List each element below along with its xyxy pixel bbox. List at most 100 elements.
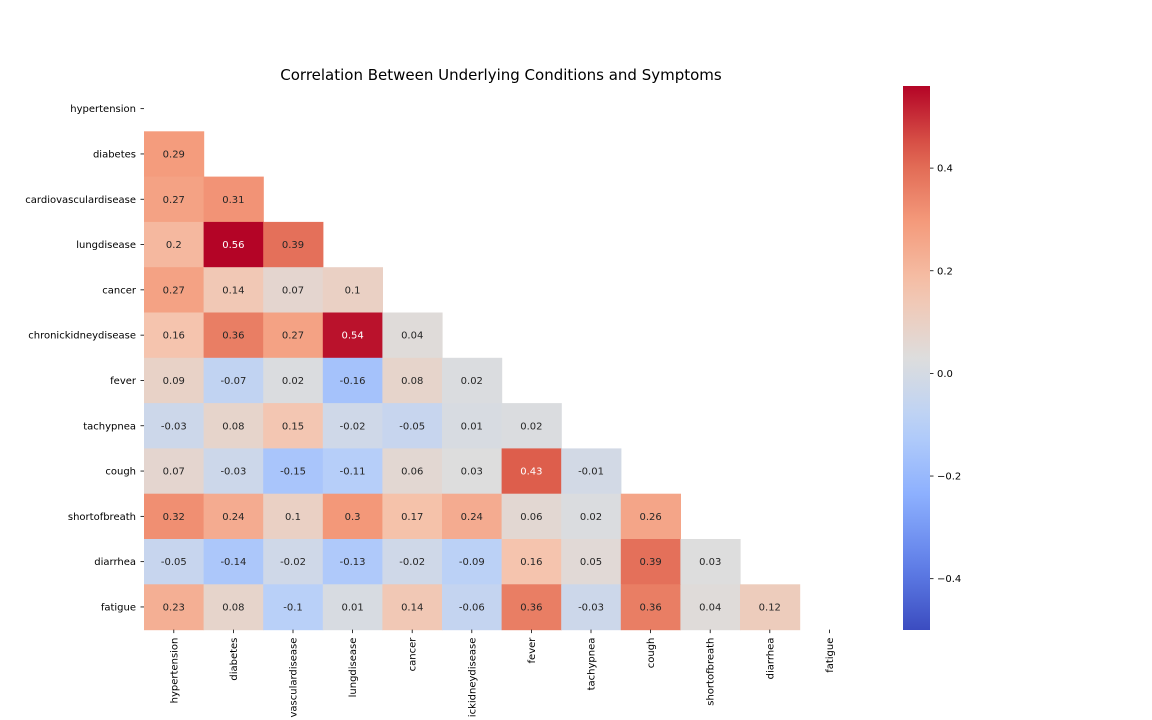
heatmap-cell	[442, 448, 503, 495]
cell-value-label: 0.02	[580, 512, 602, 523]
cell-value-label: -0.03	[161, 421, 187, 432]
heatmap-cell	[680, 539, 741, 585]
heatmap-cell	[144, 312, 205, 359]
cell-value-label: 0.08	[222, 602, 244, 613]
cell-value-label: 0.16	[163, 331, 185, 342]
cell-value-label: 0.12	[759, 602, 781, 613]
heatmap-cell	[322, 312, 383, 359]
cell-value-label: 0.2	[166, 240, 182, 251]
cell-value-label: 0.36	[639, 602, 661, 613]
heatmap-cell	[382, 539, 443, 585]
x-tick-label: diabetes	[229, 638, 240, 681]
colorbar-gradient	[903, 86, 930, 630]
heatmap-cell	[203, 448, 264, 495]
cell-value-label: 0.14	[401, 602, 423, 613]
heatmap-cell	[322, 357, 383, 404]
heatmap-cell	[501, 403, 562, 449]
y-tick-label: diarrhea	[94, 557, 136, 568]
chart-title: Correlation Between Underlying Condition…	[280, 66, 722, 84]
colorbar-tick-label: 0.4	[937, 164, 953, 175]
heatmap-cell	[442, 539, 503, 585]
cell-value-label: 0.36	[222, 331, 244, 342]
cell-value-label: -0.13	[340, 557, 366, 568]
heatmap-cell	[144, 131, 205, 178]
x-tick-label: fatigue	[825, 638, 836, 673]
heatmap-cell	[382, 357, 443, 404]
y-axis-labels: hypertension diabetes cardiovasculardiseas…	[25, 104, 144, 613]
cell-value-label: 0.08	[401, 376, 423, 387]
colorbar-tick-label: −0.4	[937, 574, 961, 585]
heatmap-cell	[203, 584, 264, 631]
heatmap-cell	[382, 584, 443, 631]
heatmap-cell	[382, 403, 443, 449]
cell-value-label: -0.1	[283, 602, 303, 613]
cell-value-label: -0.05	[399, 421, 425, 432]
cell-value-label: 0.09	[163, 376, 185, 387]
cell-value-label: 0.01	[461, 421, 483, 432]
heatmap-cell	[203, 267, 264, 314]
cell-value-label: 0.02	[520, 421, 542, 432]
heatmap-cell	[263, 584, 324, 631]
cell-value-label: 0.03	[461, 467, 483, 478]
cell-value-label: 0.23	[163, 602, 185, 613]
heatmap-cell	[144, 176, 205, 223]
cell-value-label: 0.26	[639, 512, 661, 523]
x-tick-label: cancer	[408, 637, 419, 672]
cell-value-label: 0.08	[222, 421, 244, 432]
cell-value-label: 0.14	[222, 285, 244, 296]
cell-value-label: 0.32	[163, 512, 185, 523]
cell-value-label: 0.04	[699, 602, 721, 613]
y-tick-label: chronickidneydisease	[28, 331, 136, 342]
colorbar-tick-label: 0.0	[937, 369, 953, 380]
cell-value-label: 0.39	[282, 240, 304, 251]
cell-value-label: -0.15	[280, 467, 306, 478]
cell-value-label: 0.27	[163, 195, 185, 206]
y-tick-label: tachypnea	[83, 421, 136, 432]
x-tick-label: hypertension	[169, 638, 180, 704]
heatmap-cell	[263, 448, 324, 495]
heatmap-cell	[740, 584, 801, 631]
y-tick-label: lungdisease	[76, 240, 136, 251]
colorbar-tick-label: −0.2	[937, 472, 961, 483]
heatmap-cell	[203, 403, 264, 449]
x-tick-label: ickidneydisease	[467, 638, 478, 718]
cell-value-label: 0.31	[222, 195, 244, 206]
y-tick-label: hypertension	[70, 104, 136, 115]
cell-value-label: -0.06	[459, 602, 485, 613]
cell-value-label: 0.1	[345, 285, 361, 296]
heatmap-cell	[501, 493, 562, 540]
colorbar-tick-label: 0.2	[937, 266, 953, 277]
cell-value-label: -0.05	[161, 557, 187, 568]
heatmap-cell	[263, 357, 324, 404]
heatmap-cell	[322, 539, 383, 585]
heatmap-cell	[680, 584, 741, 631]
x-axis-labels: hypertension diabetes vasculardisease lungd…	[169, 629, 836, 718]
y-tick-label: cough	[105, 467, 136, 478]
heatmap-cell	[501, 448, 562, 495]
x-tick-label: vasculardisease	[289, 638, 300, 718]
cell-value-label: 0.04	[401, 331, 423, 342]
x-tick-label: shortofbreath	[706, 638, 717, 706]
cell-value-label: 0.54	[341, 331, 363, 342]
heatmap-cell	[263, 539, 324, 585]
cell-value-label: -0.02	[340, 421, 366, 432]
colorbar: −0.4 −0.2 0.0 0.2 0.4	[903, 86, 961, 630]
cell-value-label: 0.24	[222, 512, 244, 523]
heatmap-cell	[144, 267, 205, 314]
cell-value-label: -0.16	[340, 376, 366, 387]
cell-value-label: -0.07	[220, 376, 246, 387]
colorbar-ticks: −0.4 −0.2 0.0 0.2 0.4	[930, 164, 961, 585]
x-tick-label: lungdisease	[348, 638, 359, 698]
cell-value-label: 0.15	[282, 421, 304, 432]
cell-value-label: -0.11	[340, 467, 366, 478]
cell-value-label: 0.06	[401, 467, 423, 478]
cell-value-label: 0.01	[341, 602, 363, 613]
heatmap-cell	[263, 493, 324, 540]
heatmap-cell	[263, 267, 324, 314]
heatmap-cell	[322, 493, 383, 540]
heatmap-cell	[442, 493, 503, 540]
heatmap-cell	[203, 493, 264, 540]
x-tick-label: diarrhea	[765, 638, 776, 680]
y-tick-label: shortofbreath	[68, 512, 136, 523]
